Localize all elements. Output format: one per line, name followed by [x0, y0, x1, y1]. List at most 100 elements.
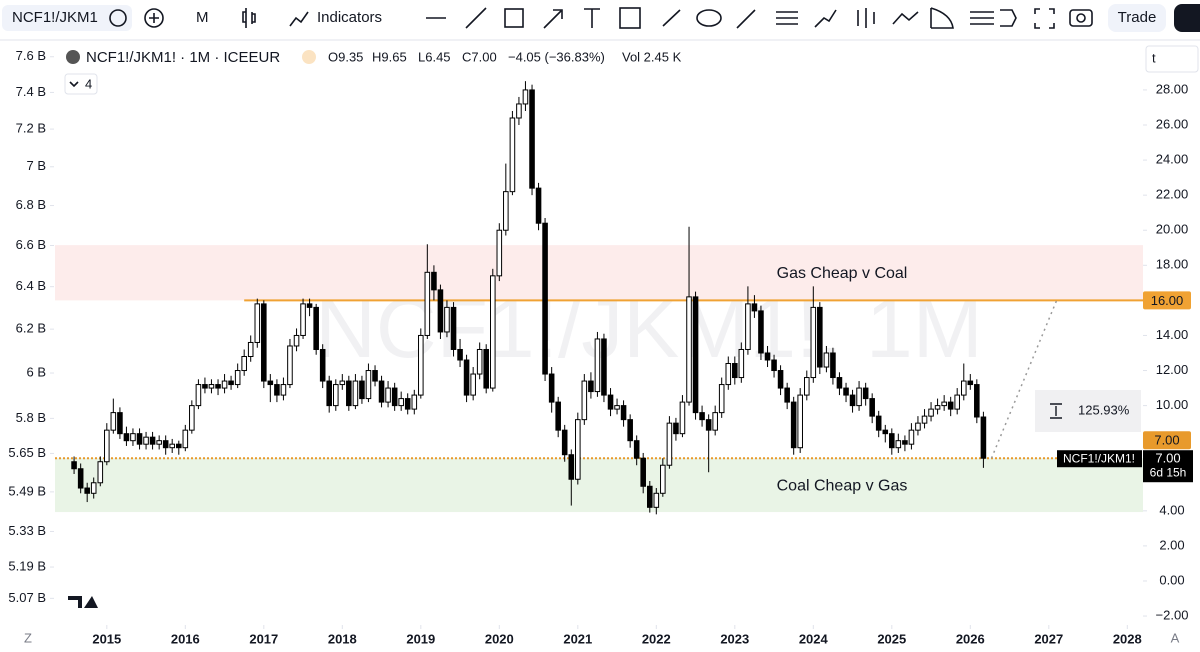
y-tick-label: 24.00 [1156, 152, 1189, 167]
tool-lines[interactable] [776, 11, 798, 25]
candle-body [215, 384, 221, 389]
trade-button[interactable] [1108, 4, 1166, 32]
candle-body [503, 191, 509, 231]
candle-body [313, 306, 319, 350]
candle-body [869, 398, 875, 417]
indicators[interactable]: Indicators [317, 9, 382, 26]
y2-tick-label: 5.8 B [16, 410, 46, 425]
tool-ellipse[interactable] [696, 9, 722, 27]
candle-body [372, 370, 378, 382]
tool-rect[interactable] [504, 8, 524, 28]
candle-body [287, 345, 293, 386]
x-tick-label: 2016 [171, 631, 200, 646]
measure-label: 125.93% [1078, 402, 1130, 417]
candle-body [110, 412, 117, 431]
tool-fib[interactable] [619, 7, 641, 29]
x-tick-label: 2025 [877, 631, 906, 646]
candle-body [424, 271, 431, 336]
measure-box [1035, 390, 1141, 432]
collapse-chevron [69, 81, 79, 88]
candle-body [516, 103, 522, 119]
candle-body [326, 380, 332, 407]
collapse-count[interactable]: 4 [85, 76, 92, 91]
scale-button[interactable]: Z [24, 630, 32, 645]
add-symbol-plus [149, 13, 159, 23]
candle-body [581, 380, 588, 421]
level-tag [1143, 291, 1191, 310]
candle-body [594, 338, 601, 393]
x-tick-label: 2015 [92, 631, 121, 646]
tool-text[interactable] [584, 8, 600, 28]
candle-body [136, 433, 143, 445]
y2-tick-label: 5.19 B [8, 558, 46, 573]
candle-body [718, 384, 725, 414]
symbol-button[interactable] [2, 5, 132, 31]
tool-measure[interactable] [970, 11, 994, 25]
tool-brush[interactable] [736, 9, 756, 29]
candle-body [130, 433, 136, 442]
corner-text: t [1152, 50, 1156, 65]
candle-body [790, 401, 797, 449]
y2-tick-label: 6.6 B [16, 237, 46, 252]
interval[interactable]: M [196, 9, 209, 26]
candle-body [241, 356, 247, 372]
tool-forecast[interactable] [892, 11, 919, 25]
chart-type-icon[interactable] [242, 8, 256, 28]
candle-body [457, 348, 463, 361]
candle-body [725, 363, 732, 386]
symbol-logo [66, 50, 80, 64]
publish-button[interactable] [1174, 4, 1200, 32]
scale-button[interactable]: A [1171, 630, 1180, 645]
candle-body [176, 443, 182, 449]
collapse-button[interactable] [64, 73, 98, 95]
tool-gann[interactable] [930, 7, 954, 29]
toolbar: NCF1!/JKM1 M Indicators Trade [0, 0, 1200, 41]
delayed-badge [302, 50, 316, 64]
candle-body [751, 303, 758, 312]
x-tick-label: 2021 [563, 631, 592, 646]
tool-candles[interactable] [857, 8, 875, 28]
candle-body [633, 440, 640, 459]
tool-pattern[interactable] [814, 9, 837, 28]
candle-body [732, 363, 738, 379]
candle-body [692, 296, 699, 414]
candle-body [189, 405, 195, 431]
candle-body [679, 401, 686, 435]
candle-body [666, 422, 673, 466]
candle-body [588, 380, 594, 393]
candle-body [862, 387, 869, 400]
y-tick-label: 22.00 [1156, 187, 1189, 202]
trade[interactable]: Trade [1118, 9, 1157, 26]
level-tag [1143, 431, 1191, 450]
add-symbol-icon[interactable] [144, 8, 164, 28]
candle-body [699, 412, 705, 421]
candle-body [463, 359, 470, 396]
alert-icon[interactable] [109, 9, 127, 27]
candle-body [319, 348, 326, 382]
tv-logo [68, 596, 98, 608]
fullscreen-icon[interactable] [1034, 8, 1055, 29]
candle-body [542, 222, 548, 375]
last-price-name: NCF1!/JKM1! [1063, 451, 1135, 465]
candle-body [902, 440, 908, 445]
level-tag-label: 16.00 [1151, 293, 1184, 308]
legend-high: H9.65 [372, 49, 407, 64]
tool-trend[interactable] [465, 7, 487, 29]
candle-body [398, 398, 404, 407]
candle-body [411, 394, 418, 410]
symbol[interactable]: NCF1!/JKM1 [12, 9, 98, 26]
candle-body [352, 380, 359, 407]
indicators-icon[interactable] [289, 11, 309, 27]
corner-box[interactable] [1145, 45, 1199, 73]
candle-body [915, 422, 921, 431]
tool-arrow[interactable] [543, 9, 563, 29]
candle-body [254, 303, 261, 343]
candle-body [496, 229, 503, 277]
candle-body [764, 352, 771, 361]
tool-path[interactable] [662, 9, 681, 27]
candle-body [261, 303, 267, 382]
tool-more[interactable] [1000, 9, 1017, 27]
candle-body [522, 89, 529, 105]
screenshot-icon[interactable] [1069, 9, 1093, 27]
candle-body [97, 461, 104, 484]
